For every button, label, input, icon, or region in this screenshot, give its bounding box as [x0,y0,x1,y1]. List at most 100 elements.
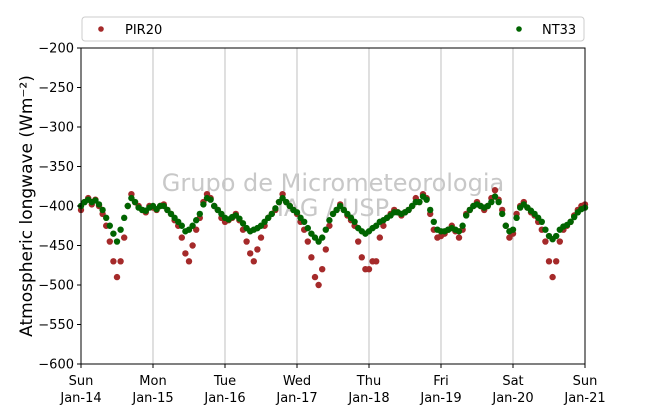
x-tick-label-day: Thu [356,374,381,389]
data-point-pir20 [545,258,553,265]
data-point-pir20 [319,266,326,273]
data-point-nt33 [427,206,434,214]
x-tick-label-date: Jan-16 [203,391,245,406]
data-point-nt33 [553,232,560,240]
data-point-pir20 [358,254,365,261]
legend-marker-nt33 [516,26,522,32]
y-tick-label: −400 [38,200,74,215]
data-point-nt33 [430,218,437,225]
data-point-nt33 [121,214,128,222]
data-point-pir20 [322,246,329,253]
data-point-nt33 [95,201,103,208]
data-point-pir20 [185,258,193,265]
data-point-pir20 [106,238,114,245]
data-point-nt33 [319,234,326,241]
x-tick-label-date: Jan-18 [347,391,389,406]
data-point-nt33 [293,209,301,216]
data-point-nt33 [513,214,520,222]
legend-label-nt33: NT33 [542,23,576,38]
y-tick-label: −550 [38,318,74,333]
x-tick-label-day: Tue [213,374,236,389]
data-point-nt33 [463,212,470,219]
data-point-nt33 [455,228,463,235]
x-tick-label-date: Jan-19 [419,391,461,406]
y-tick-label: −600 [38,358,74,373]
data-point-pir20 [556,238,563,245]
data-point-pir20 [311,273,319,281]
data-point-nt33 [131,198,139,206]
legend-frame [81,16,585,42]
x-tick-label-date: Jan-17 [275,391,317,406]
y-axis: −600 −550 −500 −450 −400 −350 −300 −250 −200 [38,42,81,373]
x-tick-label-date: Jan-20 [491,391,533,406]
data-point-pir20 [182,250,189,257]
data-point-nt33 [110,230,117,237]
y-tick-label: −500 [38,279,74,294]
data-point-nt33 [200,201,207,208]
x-tick-label-day: Sun [573,374,598,389]
data-point-nt33 [113,238,121,245]
y-axis-label: Atmospheric longwave (Wm⁻²) [17,75,37,337]
legend: PIR20 NT33 [81,16,585,42]
data-point-nt33 [272,205,279,212]
x-tick-label-day: Sat [502,374,523,389]
data-point-nt33 [268,210,275,218]
data-point-nt33 [502,222,509,229]
x-tick-label-day: Sun [69,374,94,389]
data-point-nt33 [189,222,196,229]
data-point-nt33 [193,217,200,224]
data-point-pir20 [250,258,257,265]
x-tick-label-day: Mon [139,374,166,389]
data-point-pir20 [542,238,549,245]
data-point-nt33 [304,224,311,232]
data-point-pir20 [549,273,556,281]
data-point-pir20 [304,238,311,245]
data-point-nt33 [106,222,114,229]
data-point-nt33 [495,198,502,206]
data-point-pir20 [113,273,121,281]
data-point-nt33 [416,198,423,206]
data-point-nt33 [207,196,214,203]
x-tick-label-day: Fri [433,374,449,389]
data-point-nt33 [301,218,308,225]
data-point-pir20 [355,238,362,245]
data-point-pir20 [365,266,373,273]
legend-marker-pir20 [98,26,104,32]
data-point-nt33 [491,193,499,200]
data-point-pir20 [243,238,250,245]
data-point-nt33 [326,217,333,224]
y-tick-label: −350 [38,160,74,175]
data-point-nt33 [322,226,329,233]
y-tick-label: −250 [38,81,74,96]
data-point-nt33 [499,210,506,218]
data-point-pir20 [178,234,185,241]
data-point-pir20 [373,258,380,265]
data-point-nt33 [239,220,247,227]
x-tick-label-day: Wed [283,374,311,389]
data-points [77,187,589,289]
data-point-nt33 [423,196,430,203]
data-point-nt33 [178,222,185,229]
data-point-nt33 [103,214,110,222]
legend-label-pir20: PIR20 [125,23,162,38]
data-point-pir20 [257,234,265,241]
data-point-nt33 [459,222,466,229]
data-point-nt33 [124,202,131,210]
data-point-nt33 [196,210,203,218]
data-point-nt33 [236,215,243,222]
data-point-pir20 [121,234,128,241]
data-point-pir20 [254,246,261,253]
x-axis: Sun Jan-14 Mon Jan-15 Tue Jan-16 Wed Jan-17 Thu J… [59,364,606,406]
data-point-pir20 [308,254,315,261]
y-tick-label: −300 [38,121,74,136]
data-point-nt33 [567,218,574,225]
data-point-pir20 [110,258,117,265]
x-tick-label-date: Jan-14 [59,391,101,406]
y-tick-label: −450 [38,239,74,254]
data-point-nt33 [351,218,358,225]
data-point-pir20 [491,187,499,194]
data-point-nt33 [117,226,124,233]
data-point-nt33 [538,218,545,225]
grid-layer [152,48,514,364]
